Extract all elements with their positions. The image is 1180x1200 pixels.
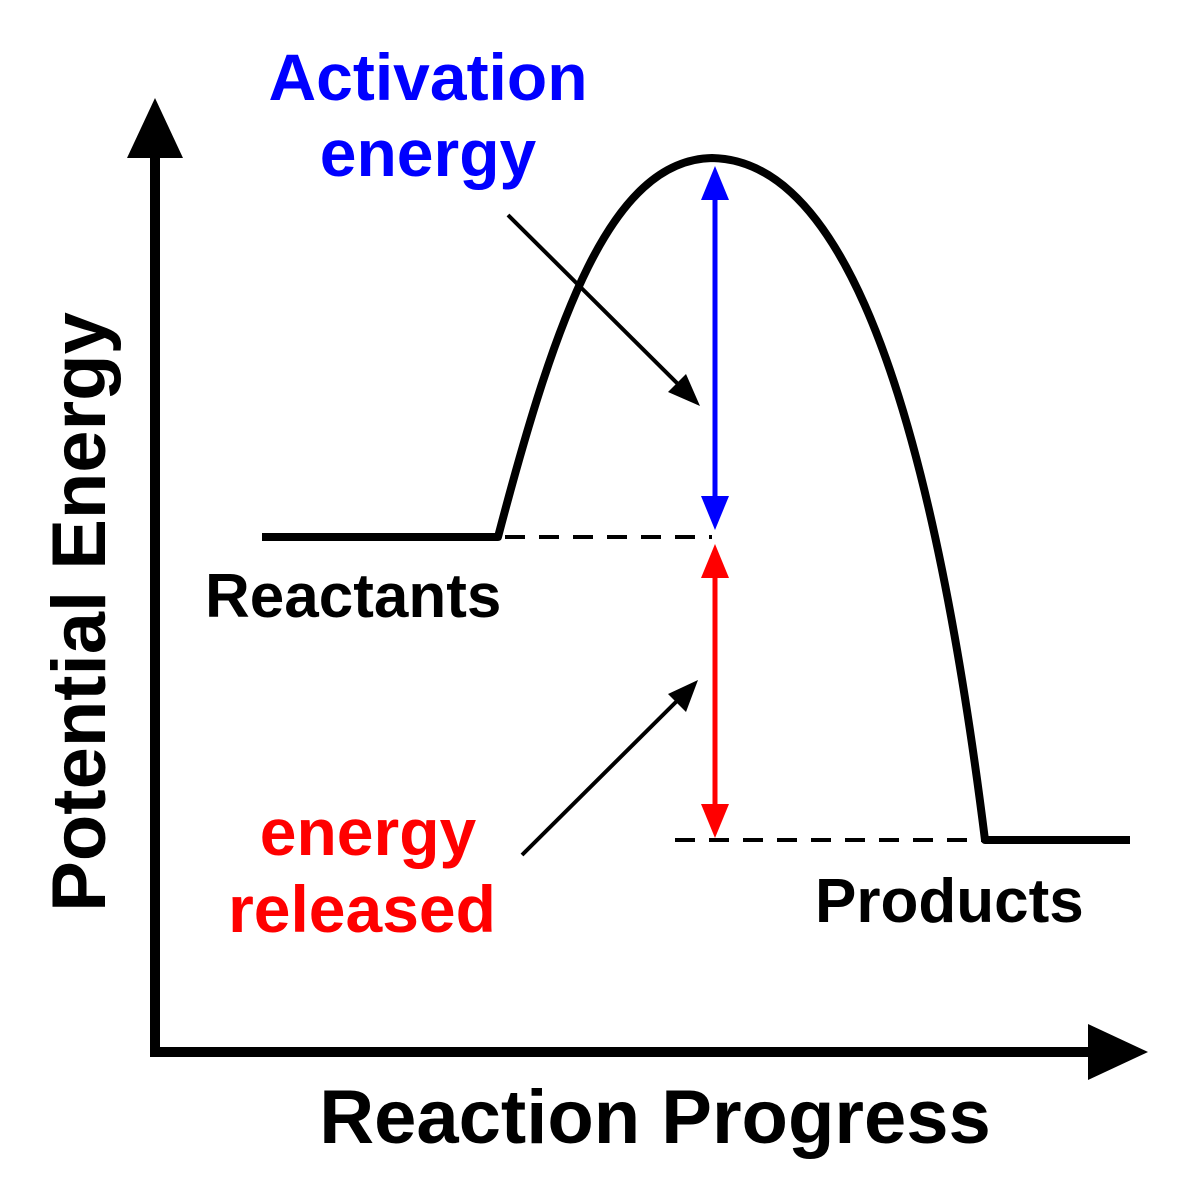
- released-pointer-head: [668, 680, 698, 712]
- products-label: Products: [815, 867, 1084, 936]
- activation-energy-label-line1: Activation: [268, 40, 587, 114]
- y-axis-label: Potential Energy: [37, 312, 122, 912]
- x-axis-label: Reaction Progress: [319, 1075, 991, 1160]
- energy-released-label-line2: released: [228, 872, 496, 946]
- y-axis-arrowhead: [127, 98, 183, 158]
- released-pointer-arrow: [520, 686, 692, 857]
- activation-energy-label-line2: energy: [320, 116, 537, 190]
- x-axis-arrowhead: [1088, 1024, 1148, 1080]
- activation-arrowhead-top: [701, 166, 729, 200]
- reactants-label: Reactants: [205, 562, 501, 631]
- released-arrowhead-top: [701, 544, 729, 578]
- activation-pointer-arrow: [506, 213, 694, 400]
- energy-curve: [262, 154, 1130, 844]
- activation-arrowhead-bottom: [701, 496, 729, 530]
- energy-released-label-line1: energy: [260, 795, 477, 869]
- released-arrowhead-bottom: [701, 804, 729, 838]
- activation-pointer-head: [668, 374, 700, 406]
